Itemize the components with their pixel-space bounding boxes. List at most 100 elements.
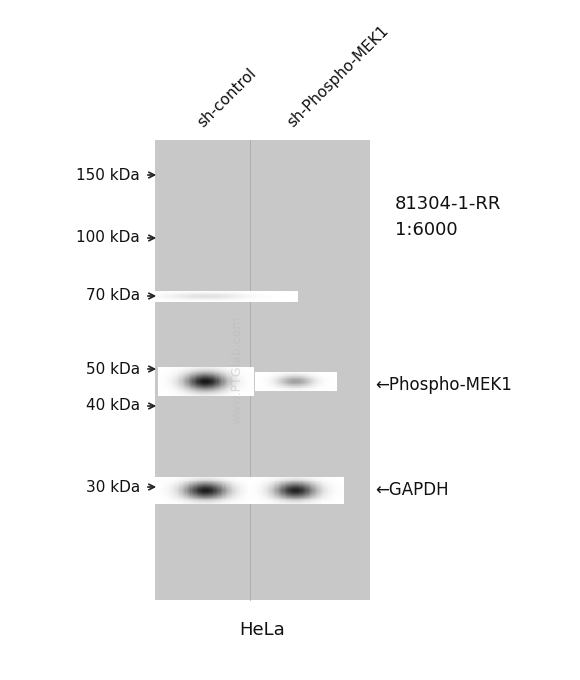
Bar (230, 389, 231, 390)
Bar (264, 379, 266, 381)
Bar (270, 296, 273, 297)
Bar (307, 479, 309, 481)
Bar (307, 387, 308, 388)
Bar (259, 386, 260, 387)
Bar (343, 490, 344, 492)
Bar (245, 386, 247, 387)
Bar (286, 483, 288, 485)
Bar (252, 487, 254, 488)
Bar (195, 485, 197, 486)
Bar (208, 300, 211, 301)
Bar (291, 386, 292, 388)
Bar (306, 375, 307, 376)
Bar (208, 482, 210, 483)
Bar (213, 492, 215, 493)
Bar (216, 377, 218, 379)
Bar (264, 387, 266, 388)
Bar (201, 379, 202, 381)
Bar (230, 370, 231, 371)
Bar (261, 295, 263, 296)
Bar (256, 377, 258, 379)
Bar (314, 375, 316, 376)
Bar (246, 392, 248, 394)
Bar (321, 379, 322, 381)
Bar (251, 493, 253, 494)
Bar (267, 300, 270, 301)
Bar (295, 379, 297, 380)
Bar (165, 295, 168, 296)
Bar (193, 299, 195, 300)
Bar (311, 481, 313, 482)
Bar (275, 500, 277, 502)
Bar (225, 381, 227, 382)
Bar (208, 390, 210, 392)
Bar (221, 490, 223, 491)
Bar (222, 492, 224, 494)
Bar (240, 389, 241, 390)
Bar (182, 496, 183, 497)
Bar (176, 373, 177, 374)
Bar (279, 301, 282, 302)
Bar (271, 376, 273, 377)
Bar (291, 291, 293, 292)
Bar (257, 372, 259, 373)
Bar (316, 377, 317, 378)
Bar (188, 486, 190, 488)
Bar (323, 381, 324, 382)
Bar (295, 383, 296, 384)
Bar (208, 295, 211, 296)
Bar (186, 498, 187, 500)
Bar (117, 300, 120, 301)
Bar (197, 370, 199, 371)
Bar (218, 388, 219, 389)
Bar (232, 394, 234, 396)
Bar (335, 380, 336, 381)
Bar (186, 386, 188, 387)
Bar (202, 388, 204, 389)
Bar (179, 367, 181, 369)
Bar (303, 500, 304, 502)
Bar (257, 378, 259, 379)
Bar (262, 387, 263, 388)
Bar (318, 498, 320, 500)
Bar (255, 499, 257, 500)
Bar (320, 380, 321, 381)
Bar (174, 490, 176, 492)
Bar (276, 372, 277, 373)
Bar (278, 375, 280, 376)
Bar (299, 380, 300, 381)
Bar (244, 495, 245, 496)
Bar (187, 478, 188, 479)
Bar (224, 485, 226, 486)
Bar (311, 490, 313, 491)
Bar (213, 292, 216, 293)
Bar (289, 502, 291, 503)
Bar (310, 496, 311, 497)
Bar (183, 381, 184, 383)
Bar (262, 494, 264, 496)
Bar (182, 503, 183, 505)
Bar (195, 292, 198, 293)
Bar (194, 390, 195, 392)
Bar (169, 368, 171, 369)
Bar (209, 481, 211, 482)
Bar (174, 298, 177, 299)
Bar (183, 391, 184, 392)
Bar (311, 389, 312, 390)
Bar (161, 295, 164, 296)
Bar (252, 298, 255, 299)
Bar (166, 498, 168, 499)
Bar (333, 490, 335, 491)
Bar (338, 490, 339, 492)
Bar (300, 383, 302, 384)
Bar (226, 374, 228, 375)
Bar (203, 490, 205, 492)
Bar (176, 478, 178, 479)
Bar (295, 294, 298, 295)
Bar (202, 494, 204, 496)
Bar (277, 379, 279, 381)
Bar (248, 481, 249, 483)
Bar (169, 389, 171, 390)
Bar (295, 292, 298, 294)
Bar (158, 394, 159, 396)
